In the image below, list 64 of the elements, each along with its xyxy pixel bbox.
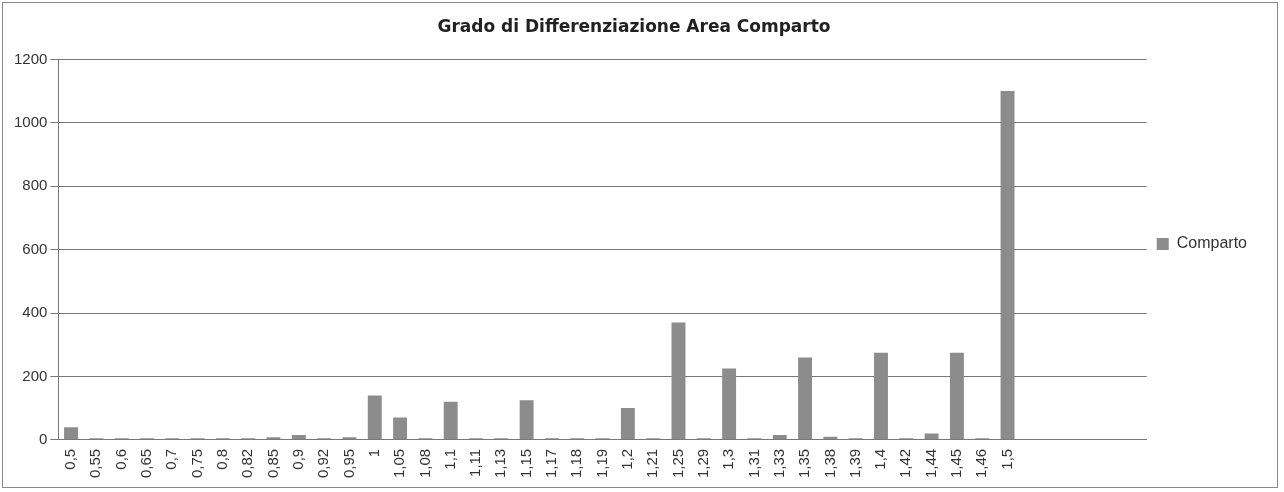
x-tick-label: 1,08 <box>415 448 433 479</box>
y-tick-label: 0 <box>39 429 48 447</box>
bar <box>671 322 686 440</box>
x-tick-label: 1 <box>364 448 382 458</box>
x-tick-label: 1,13 <box>491 448 509 479</box>
x-tick-label: 1,4 <box>871 448 889 470</box>
x-tick-label: 1,05 <box>390 448 408 479</box>
bar <box>620 408 635 440</box>
y-tick-label: 200 <box>22 366 48 384</box>
bar <box>266 437 281 440</box>
x-tick-label: 0,8 <box>213 448 231 470</box>
bar <box>64 427 78 440</box>
x-tick-label: 1,46 <box>972 448 990 479</box>
x-tick-label: 0,75 <box>187 448 205 479</box>
x-tick-label: 1,17 <box>542 448 560 479</box>
x-tick-label: 1,45 <box>947 448 965 479</box>
x-tick-label: 1,18 <box>567 448 585 479</box>
bar <box>772 435 787 440</box>
x-tick-label: 0,55 <box>86 448 104 479</box>
x-tick-label: 1,25 <box>668 448 686 479</box>
y-tick-label: 1000 <box>13 112 48 130</box>
x-tick-label: 1,2 <box>618 448 636 470</box>
x-tick-label: 1,35 <box>795 448 813 479</box>
x-tick-label: 0,65 <box>137 448 155 479</box>
x-tick-label: 1,38 <box>820 448 838 479</box>
x-tick-label: 1,21 <box>643 448 661 479</box>
y-tick-label: 800 <box>22 176 48 194</box>
x-tick-label: 1,11 <box>466 448 484 477</box>
bar <box>443 401 458 440</box>
x-tick-label: 0,6 <box>111 448 129 470</box>
x-tick-label: 0,85 <box>263 448 281 479</box>
y-tick-label: 400 <box>22 303 48 321</box>
bar <box>874 352 888 440</box>
y-tick-label: 1200 <box>13 49 48 67</box>
legend-label: Comparto <box>1176 234 1248 252</box>
x-tick-label: 0,5 <box>61 448 79 470</box>
x-tick-label: 1,44 <box>921 448 939 479</box>
x-tick-label: 1,33 <box>769 448 787 479</box>
x-tick-label: 1,29 <box>693 448 711 479</box>
bar <box>519 400 534 440</box>
bar <box>342 437 357 440</box>
x-tick-label: 0,82 <box>238 448 256 479</box>
bar <box>393 417 408 440</box>
bar <box>367 395 382 440</box>
y-tick-label: 600 <box>22 239 48 257</box>
bar <box>291 435 306 440</box>
x-tick-label: 1,15 <box>516 448 534 479</box>
bar <box>798 357 813 440</box>
x-tick-label: 1,42 <box>896 448 914 479</box>
bar <box>722 368 737 440</box>
chart-title: Grado di Differenziazione Area Comparto <box>437 15 831 36</box>
x-tick-label: 1,5 <box>997 448 1015 470</box>
bar <box>1000 91 1015 440</box>
bar <box>924 433 939 440</box>
x-tick-label: 0,95 <box>339 448 357 479</box>
bar <box>949 352 964 440</box>
x-tick-label: 1,31 <box>744 448 762 479</box>
x-tick-label: 0,9 <box>288 448 306 470</box>
x-tick-label: 1,19 <box>592 448 610 479</box>
x-tick-label: 0,92 <box>314 448 332 479</box>
x-tick-label: 1,39 <box>845 448 863 479</box>
x-tick-label: 1,1 <box>440 448 458 470</box>
x-tick-label: 0,7 <box>162 448 180 470</box>
x-tick-label: 1,3 <box>719 448 737 470</box>
